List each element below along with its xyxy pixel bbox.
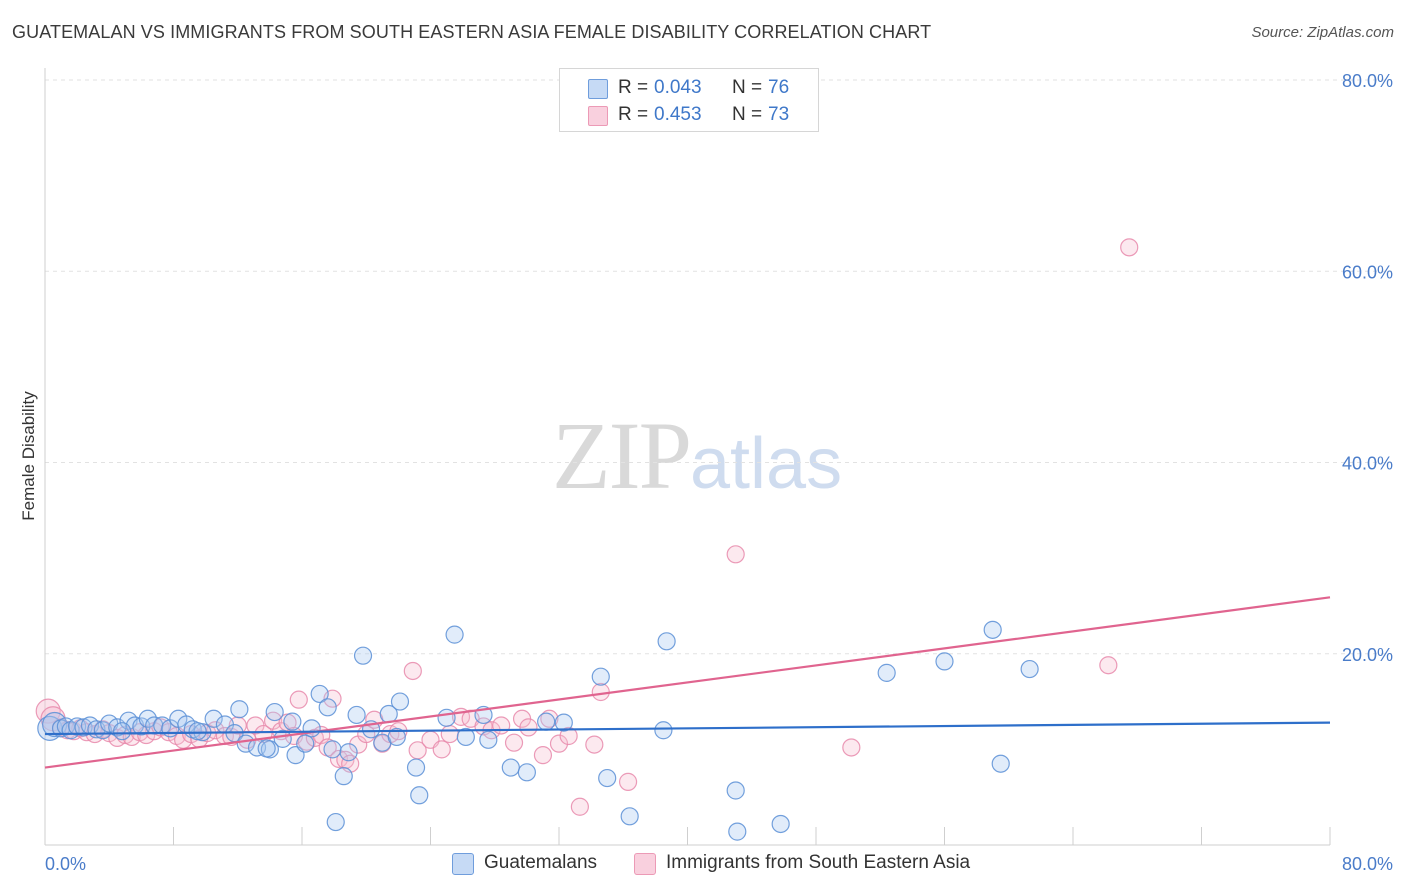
- legend-r-label: R =: [618, 77, 649, 98]
- watermark: ZIPatlas: [552, 400, 842, 511]
- blue-data-point: [68, 717, 87, 736]
- pink-data-point: [432, 740, 451, 759]
- blue-data-point: [323, 740, 342, 759]
- legend-n-label: N =: [732, 104, 763, 125]
- blue-data-point: [517, 763, 536, 782]
- legend-r-value: 0.043: [654, 77, 702, 98]
- blue-data-point: [598, 768, 617, 788]
- blue-data-point: [310, 684, 329, 704]
- gridlines: [45, 79, 1392, 655]
- y-tick-label: 40.0%: [1342, 454, 1393, 474]
- axis-labels: 20.0% 40.0% 60.0% 80.0% 0.0% 80.0% Female Disa…: [19, 71, 1393, 874]
- blue-data-point: [318, 698, 337, 717]
- blue-data-point: [406, 758, 426, 777]
- blue-data-point: [1020, 659, 1039, 679]
- pink-data-point: [403, 661, 422, 681]
- blue-data-point: [410, 786, 429, 805]
- legend-n-value: 76: [768, 77, 790, 98]
- blue-data-point: [302, 719, 321, 738]
- blue-data-point: [983, 620, 1002, 639]
- blue-data-point: [877, 663, 896, 682]
- bottom-legend-swatch-blue: [452, 853, 474, 875]
- pink-data-point: [591, 682, 610, 702]
- blue-data-point: [387, 727, 406, 747]
- blue-data-point: [42, 711, 68, 738]
- pink-trendline: [44, 596, 1331, 769]
- pink-data-point: [440, 724, 459, 744]
- y-axis-title: Female Disability: [19, 391, 38, 521]
- stats-legend: R = 0.043 N = 76 R = 0.453 N = 73: [559, 68, 819, 132]
- y-tick-label: 80.0%: [1342, 71, 1393, 91]
- blue-data-point: [771, 814, 790, 834]
- blue-data-point: [479, 730, 498, 749]
- blue-data-point: [347, 705, 366, 725]
- bottom-legend-label: Guatemalans: [484, 852, 598, 873]
- blue-data-point: [591, 667, 610, 686]
- blue-data-point: [339, 743, 358, 762]
- y-tick-label: 20.0%: [1342, 645, 1393, 665]
- legend-n-label: N =: [732, 77, 763, 98]
- pink-data-point: [1099, 656, 1118, 675]
- blue-data-point: [296, 734, 315, 753]
- blue-data-point: [537, 712, 556, 731]
- pink-data-point: [618, 772, 638, 791]
- blue-data-point: [437, 708, 456, 727]
- blue-data-point: [326, 812, 345, 832]
- pink-data-point: [559, 726, 578, 746]
- blue-data-point: [501, 758, 520, 777]
- legend-n-value: 73: [768, 104, 790, 125]
- watermark-atlas: atlas: [690, 424, 843, 504]
- blue-data-point: [390, 692, 410, 711]
- legend-r-value: 0.453: [654, 104, 702, 125]
- blue-data-point: [204, 709, 223, 728]
- blue-data-point: [456, 727, 475, 747]
- blue-data-point: [654, 721, 673, 740]
- blue-data-point: [257, 739, 276, 758]
- source-label: Source: ZipAtlas.com: [1251, 24, 1394, 41]
- legend-r-label: R =: [618, 104, 649, 125]
- blue-series-points: [37, 620, 1039, 841]
- pink-data-point: [540, 709, 559, 728]
- blue-data-point: [726, 781, 745, 800]
- legend-swatch-pink: [588, 106, 608, 126]
- pink-data-point: [585, 735, 604, 754]
- legend-swatch-blue: [588, 79, 608, 99]
- pink-data-point: [289, 690, 308, 709]
- blue-data-point: [188, 722, 207, 741]
- blue-data-point: [230, 700, 249, 719]
- watermark-zip: ZIP: [552, 402, 692, 509]
- pink-data-point: [1120, 238, 1139, 257]
- bottom-legend-swatch-pink: [634, 853, 656, 875]
- y-tick-label: 60.0%: [1342, 262, 1393, 282]
- chart-title: GUATEMALAN VS IMMIGRANTS FROM SOUTH EAST…: [12, 22, 932, 42]
- blue-data-point: [112, 722, 132, 741]
- pink-data-point: [492, 716, 511, 735]
- blue-data-point: [353, 646, 373, 665]
- pink-data-point: [533, 746, 553, 765]
- pink-data-point: [842, 738, 861, 757]
- blue-data-point: [657, 632, 676, 651]
- pink-data-point: [726, 545, 745, 564]
- pink-data-point: [329, 749, 349, 769]
- axes: [44, 68, 1331, 846]
- blue-data-point: [265, 702, 284, 722]
- x-tick-label: 0.0%: [45, 854, 86, 874]
- trendlines: [44, 596, 1331, 769]
- blue-data-point: [728, 822, 747, 841]
- blue-data-point: [283, 712, 302, 731]
- bottom-legend-label: Immigrants from South Eastern Asia: [666, 852, 971, 873]
- blue-data-point: [935, 652, 954, 671]
- blue-trendline: [44, 721, 1331, 736]
- pink-data-point: [570, 797, 589, 816]
- pink-data-point: [549, 734, 569, 753]
- blue-data-point: [620, 807, 639, 826]
- pink-data-point: [519, 718, 538, 737]
- x-tick-label: 80.0%: [1342, 854, 1393, 874]
- blue-data-point: [334, 767, 353, 786]
- blue-data-point: [991, 754, 1010, 773]
- blue-data-point: [445, 625, 464, 644]
- blue-data-point: [554, 713, 573, 732]
- pink-data-point: [504, 733, 524, 752]
